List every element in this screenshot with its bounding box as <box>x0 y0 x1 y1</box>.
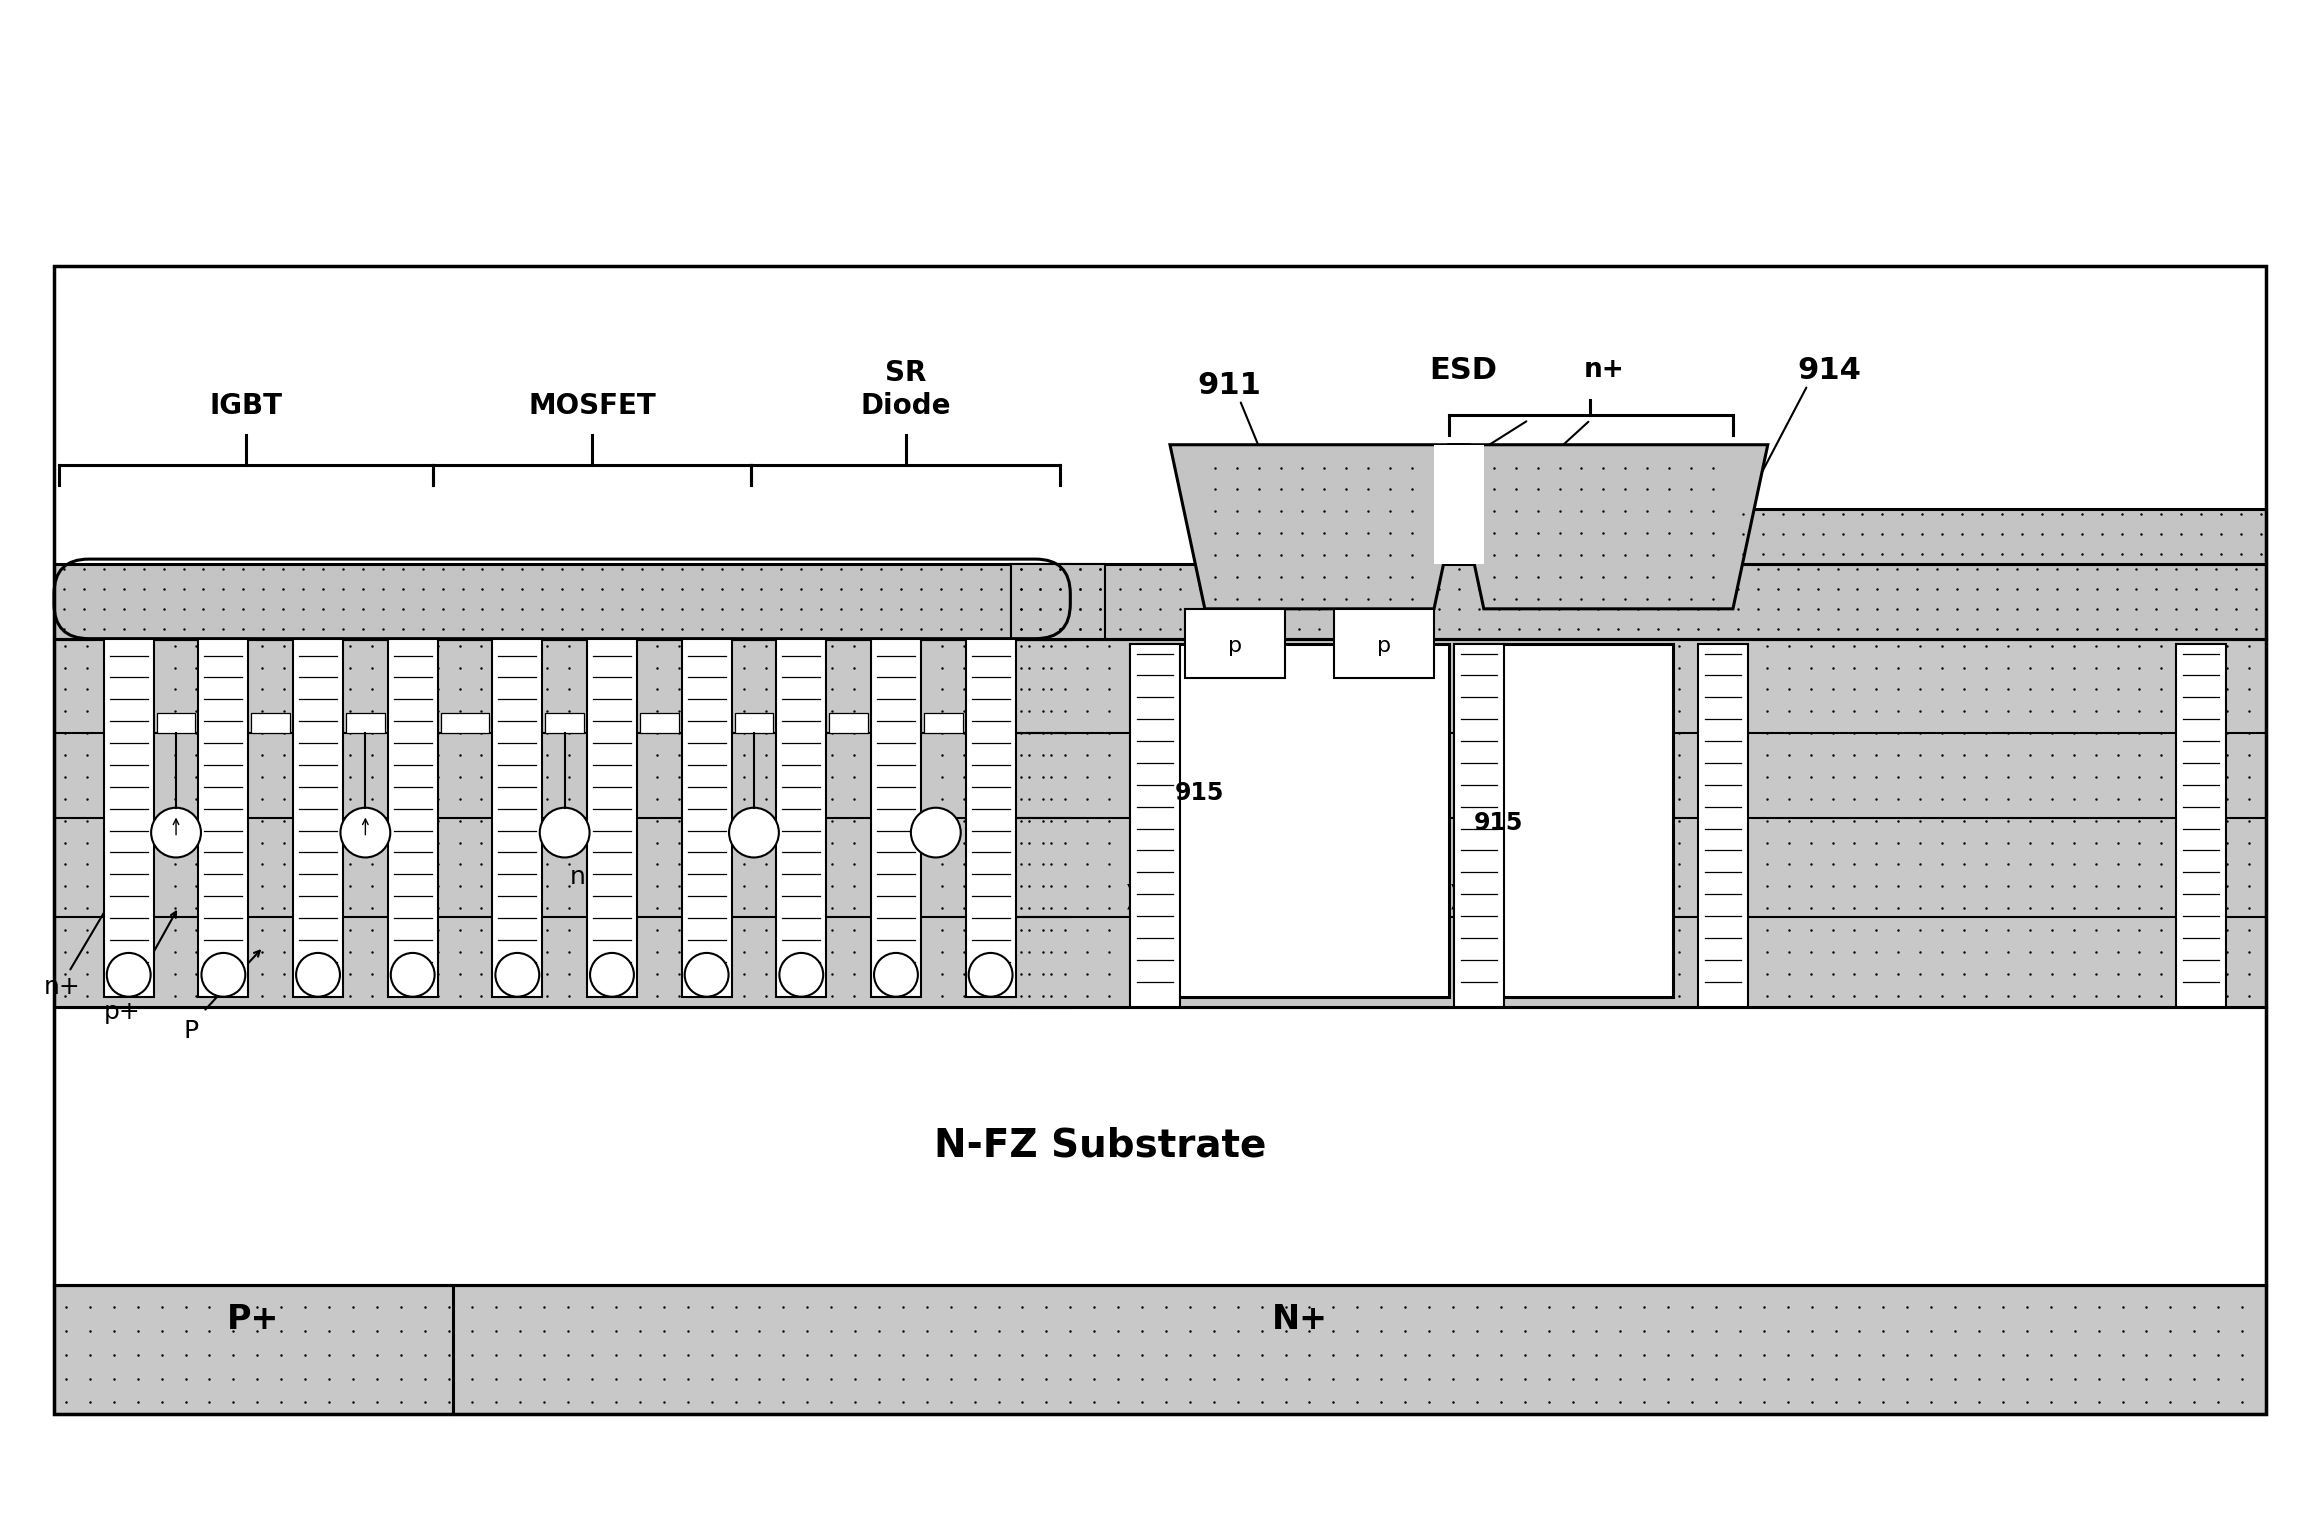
Bar <box>1185 609 1285 679</box>
Circle shape <box>969 953 1013 997</box>
Bar <box>53 1286 2266 1415</box>
Text: P+: P+ <box>227 1304 281 1336</box>
Bar <box>250 713 290 733</box>
Text: p: p <box>1227 636 1241 656</box>
Bar <box>53 639 1071 1006</box>
Text: SR
Diode: SR Diode <box>860 360 951 420</box>
Bar <box>1011 639 2266 1006</box>
Text: 915: 915 <box>1475 811 1524 835</box>
Bar <box>53 1006 2266 1286</box>
Circle shape <box>728 808 779 858</box>
Text: 911: 911 <box>1199 370 1262 399</box>
Bar <box>53 565 1071 639</box>
Circle shape <box>496 953 540 997</box>
Circle shape <box>107 953 151 997</box>
Text: ESD: ESD <box>1429 355 1498 384</box>
Bar <box>1454 644 1503 1006</box>
Text: n+: n+ <box>1584 357 1623 383</box>
Text: ): ) <box>1125 883 1136 911</box>
Bar <box>587 639 638 997</box>
Text: MOSFET: MOSFET <box>529 392 656 420</box>
Text: n+: n+ <box>902 577 939 601</box>
Text: N-FZ Substrate: N-FZ Substrate <box>935 1126 1266 1164</box>
Text: IGBT: IGBT <box>209 392 283 420</box>
Circle shape <box>392 953 434 997</box>
Bar <box>965 639 1016 997</box>
Bar <box>387 639 438 997</box>
Circle shape <box>202 953 246 997</box>
Bar <box>158 713 195 733</box>
Text: DP: DP <box>1231 870 1268 894</box>
Bar <box>346 713 385 733</box>
Text: p: p <box>1377 636 1391 656</box>
Text: P: P <box>183 1020 199 1043</box>
Bar <box>199 639 248 997</box>
Bar <box>104 639 153 997</box>
Text: 916: 916 <box>1315 935 1364 959</box>
Bar <box>1433 445 1484 565</box>
Text: n-: n- <box>570 865 594 890</box>
Bar <box>441 713 489 733</box>
Bar <box>1454 644 1672 997</box>
Text: 916: 916 <box>1155 935 1204 959</box>
Bar <box>1011 565 1106 639</box>
Circle shape <box>684 953 728 997</box>
Bar <box>53 266 2266 1415</box>
Bar <box>640 713 679 733</box>
Circle shape <box>341 808 390 858</box>
Bar <box>545 713 584 733</box>
Bar <box>735 713 775 733</box>
Circle shape <box>874 953 918 997</box>
Bar <box>872 639 921 997</box>
Text: ): ) <box>1449 883 1459 911</box>
Bar <box>292 639 343 997</box>
Circle shape <box>911 808 960 858</box>
Text: p+: p+ <box>104 1000 141 1023</box>
Bar <box>1698 644 1749 1006</box>
Bar <box>777 639 826 997</box>
Circle shape <box>779 953 823 997</box>
Bar <box>1129 644 1449 997</box>
Bar <box>1732 510 2266 565</box>
Text: 914: 914 <box>1797 355 1862 384</box>
Bar <box>1333 609 1433 679</box>
Bar <box>923 713 962 733</box>
Bar <box>1011 565 2266 639</box>
Bar <box>1129 644 1180 1006</box>
Text: N+: N+ <box>1271 1304 1326 1336</box>
Circle shape <box>151 808 202 858</box>
Bar <box>682 639 730 997</box>
Text: 915: 915 <box>1176 780 1224 805</box>
Polygon shape <box>1449 445 1767 609</box>
Bar <box>492 639 543 997</box>
Circle shape <box>297 953 341 997</box>
Bar <box>830 713 867 733</box>
Text: n+: n+ <box>44 975 81 999</box>
Polygon shape <box>1171 445 1468 609</box>
Circle shape <box>540 808 589 858</box>
Circle shape <box>589 953 633 997</box>
Bar <box>2175 644 2226 1006</box>
